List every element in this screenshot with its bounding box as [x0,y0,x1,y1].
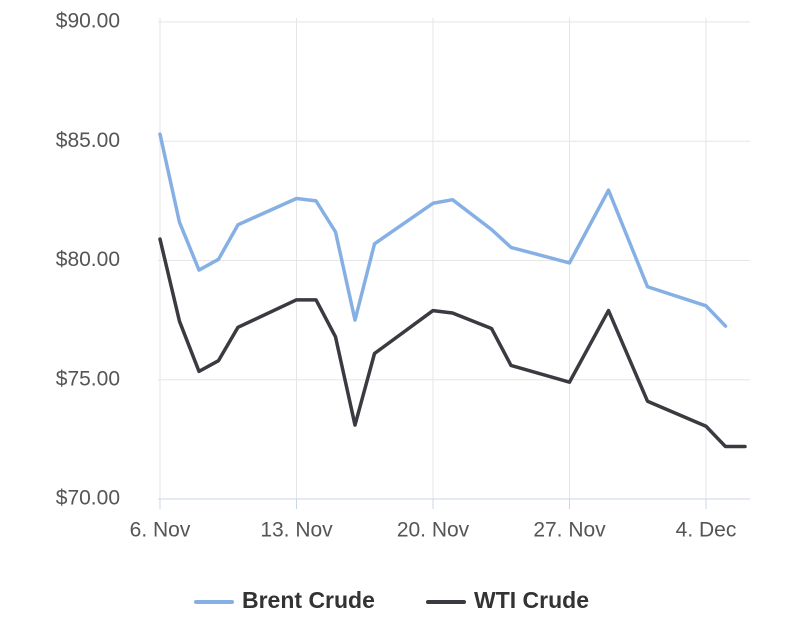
x-tick-label: 13. Nov [260,519,333,542]
x-tick-label: 6. Nov [130,519,191,542]
x-tick-label: 27. Nov [533,519,606,542]
y-tick-label: $70.00 [56,487,120,510]
y-tick-label: $85.00 [56,129,120,152]
y-tick-label: $90.00 [56,10,120,33]
series-line [158,237,747,449]
x-tick-label: 4. Dec [676,519,737,542]
y-tick-label: $75.00 [56,367,120,390]
series-line [158,132,728,328]
legend-label[interactable]: WTI Crude [474,587,589,613]
legend-label[interactable]: Brent Crude [242,587,375,613]
y-tick-label: $80.00 [56,248,120,271]
x-tick-label: 20. Nov [397,519,470,542]
